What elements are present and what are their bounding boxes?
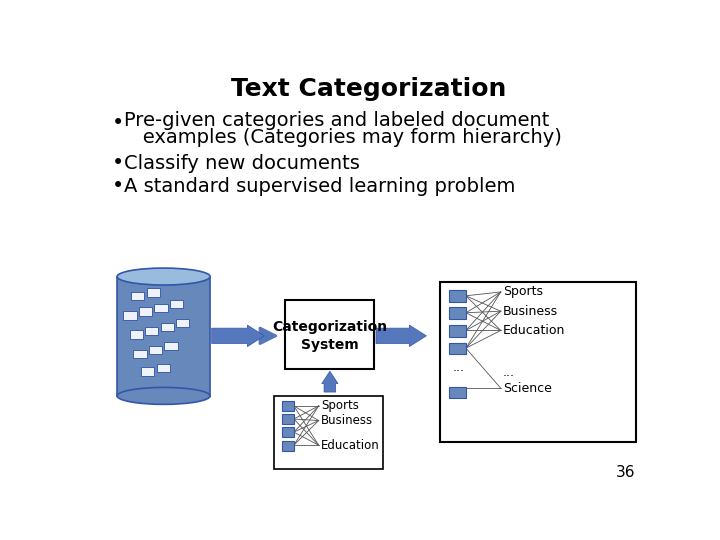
FancyArrow shape <box>212 325 264 347</box>
Text: •: • <box>112 177 124 197</box>
FancyBboxPatch shape <box>147 288 160 296</box>
FancyBboxPatch shape <box>449 291 466 302</box>
Text: •: • <box>112 153 124 173</box>
FancyBboxPatch shape <box>157 363 170 372</box>
FancyBboxPatch shape <box>123 311 137 320</box>
Text: •: • <box>112 112 124 132</box>
FancyBboxPatch shape <box>441 282 636 442</box>
FancyBboxPatch shape <box>145 327 158 335</box>
FancyArrow shape <box>376 325 426 347</box>
Text: examples (Categories may form hierarchy): examples (Categories may form hierarchy) <box>124 129 562 147</box>
FancyBboxPatch shape <box>161 323 174 331</box>
FancyBboxPatch shape <box>141 367 154 376</box>
Text: Classify new documents: Classify new documents <box>124 154 360 173</box>
FancyBboxPatch shape <box>154 303 168 312</box>
Text: Education: Education <box>321 438 379 451</box>
FancyBboxPatch shape <box>449 343 466 354</box>
FancyBboxPatch shape <box>133 350 147 358</box>
Text: Categorization: Categorization <box>272 320 387 334</box>
Text: Text Categorization: Text Categorization <box>231 77 507 102</box>
FancyBboxPatch shape <box>164 342 178 350</box>
Ellipse shape <box>117 268 210 285</box>
Text: ...: ... <box>453 361 464 374</box>
FancyArrow shape <box>322 372 338 392</box>
FancyBboxPatch shape <box>285 300 374 369</box>
Text: A standard supervised learning problem: A standard supervised learning problem <box>124 177 516 196</box>
Text: Sports: Sports <box>321 400 359 413</box>
FancyBboxPatch shape <box>139 307 152 316</box>
Text: Science: Science <box>503 382 552 395</box>
Text: System: System <box>301 338 359 352</box>
FancyBboxPatch shape <box>449 307 466 319</box>
Text: Sports: Sports <box>503 286 543 299</box>
FancyBboxPatch shape <box>176 319 189 327</box>
Text: Business: Business <box>321 414 373 427</box>
Polygon shape <box>117 276 210 396</box>
FancyBboxPatch shape <box>282 441 294 450</box>
FancyBboxPatch shape <box>449 325 466 336</box>
Ellipse shape <box>117 387 210 404</box>
FancyBboxPatch shape <box>130 330 143 339</box>
FancyBboxPatch shape <box>149 346 162 354</box>
Text: Education: Education <box>503 324 565 337</box>
FancyBboxPatch shape <box>449 387 466 398</box>
Text: ...: ... <box>503 366 515 379</box>
Text: Business: Business <box>503 305 558 318</box>
FancyBboxPatch shape <box>274 396 383 469</box>
FancyBboxPatch shape <box>170 300 183 308</box>
FancyBboxPatch shape <box>282 428 294 437</box>
Text: Pre-given categories and labeled document: Pre-given categories and labeled documen… <box>124 111 549 130</box>
FancyBboxPatch shape <box>282 414 294 424</box>
Text: 36: 36 <box>616 465 635 481</box>
FancyBboxPatch shape <box>282 401 294 411</box>
FancyBboxPatch shape <box>131 292 144 300</box>
